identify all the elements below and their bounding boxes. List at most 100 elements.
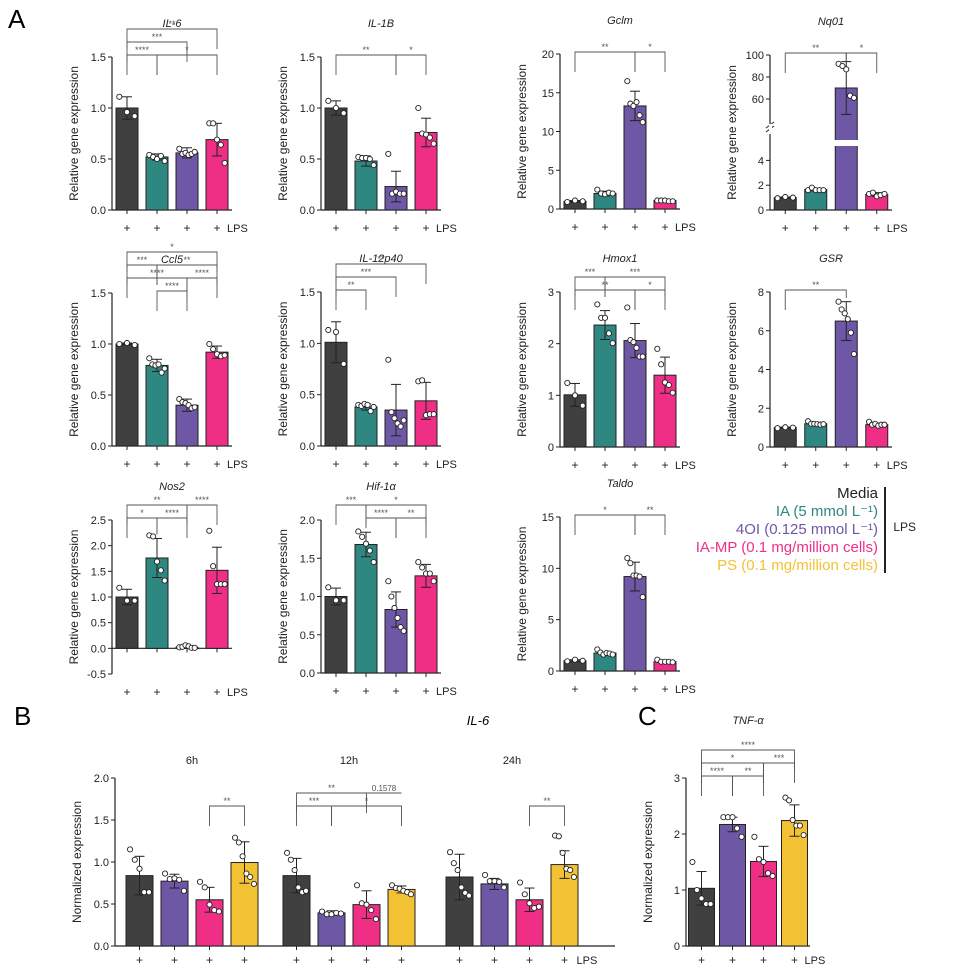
- nq01-data-point: [869, 189, 876, 196]
- gclm-data-point: [633, 99, 640, 106]
- panel-label-c: C: [638, 701, 657, 731]
- hif1a-significance-bracket: [335, 504, 367, 525]
- hmox1-data-point: [669, 389, 676, 396]
- il6-significance-bracket: [126, 54, 158, 75]
- hif1a-y-tick-label: 1.5: [300, 553, 315, 565]
- il6_time-24h-data-point: [481, 871, 489, 878]
- tnfa-title: TNF-α: [732, 715, 764, 727]
- hmox1-x-tick-label: +: [661, 458, 668, 472]
- ccl5-data-point: [131, 341, 138, 349]
- nos2-significance-bracket: [186, 504, 218, 525]
- gclm-x-tick-label: +: [601, 220, 608, 234]
- gclm-data-point: [639, 119, 646, 126]
- ccl5-bar-3: [205, 351, 229, 447]
- il6_time-y-tick-label: 1.5: [94, 815, 109, 827]
- nq01-data-point: [850, 94, 858, 101]
- hif1a-data-point: [388, 593, 395, 600]
- gclm-x-tick-label: +: [631, 220, 638, 234]
- il6_time-24h-data-point: [454, 867, 461, 874]
- gsr-x-tick-label: +: [812, 458, 819, 472]
- ccl5-bar-1: [145, 364, 169, 447]
- taldo-data-point: [609, 651, 616, 658]
- il12p40-x-tick-label: +: [392, 457, 399, 471]
- il1b-title: IL-1B: [368, 18, 394, 30]
- gsr-y-tick-label: 2: [758, 403, 764, 415]
- nq01-data-point: [782, 193, 789, 201]
- tnfa-y-tick-label: 1: [674, 885, 680, 897]
- hif1a-data-point: [426, 570, 433, 577]
- taldo-significance-label: **: [646, 505, 654, 515]
- il6_time-6h-data-point: [250, 880, 257, 887]
- il12p40-data-point: [364, 401, 371, 408]
- gsr-x-suffix-label: LPS: [887, 460, 908, 472]
- ccl5-data-point: [191, 404, 198, 411]
- il6-y-axis-label: Relative gene expression: [67, 66, 81, 201]
- taldo-data-point: [669, 659, 676, 666]
- gclm-y-tick-label: 5: [548, 165, 554, 177]
- il6_time-group-label: 6h: [186, 755, 198, 767]
- il6_time-12h-bar-0: [282, 875, 311, 947]
- gclm-y-axis-label: Relative gene expression: [515, 64, 529, 199]
- ccl5-y-tick-label: 0.5: [91, 390, 106, 402]
- gclm-title: Gclm: [607, 15, 633, 27]
- taldo-data-point: [636, 573, 643, 580]
- ccl5-data-point: [123, 339, 131, 347]
- il6_time-x-tick-label: +: [363, 953, 370, 967]
- hmox1-x-tick-label: +: [571, 458, 578, 472]
- taldo-y-tick-label: 15: [542, 512, 554, 524]
- hif1a-data-point: [394, 614, 401, 621]
- gclm-significance-bracket: [574, 51, 636, 72]
- gclm-y-tick-label: 20: [542, 49, 554, 61]
- il6_time-24h-data-point: [555, 833, 562, 840]
- nos2-significance-label: ****: [195, 495, 210, 505]
- il1b-significance-label: **: [362, 45, 370, 55]
- il6-x-tick-label: +: [153, 221, 160, 235]
- il12p40-significance-label: **: [377, 254, 385, 264]
- ccl5-title: Ccl5: [161, 254, 184, 266]
- il6-significance-label: *: [185, 45, 189, 55]
- il6-bar-0: [115, 107, 139, 211]
- tnfa-significance-label: ****: [710, 766, 725, 776]
- nq01-y-tick-label: 0: [758, 205, 764, 217]
- hmox1-title: Hmox1: [603, 253, 638, 265]
- il12p40-significance-label: ***: [361, 267, 372, 277]
- il1b-x-suffix-label: LPS: [436, 223, 457, 235]
- il1b-y-axis-label: Relative gene expression: [276, 66, 290, 201]
- ccl5-significance-label: ****: [165, 281, 180, 291]
- nq01-y-tick-label: 4: [758, 155, 764, 167]
- il6_time-6h-data-point: [196, 878, 204, 885]
- chart-il6_time: 0.0 0.5 1.0 1.5 2.0 Normalized expression ** 6h…: [70, 755, 615, 967]
- il6_time-24h-data-point: [500, 884, 508, 891]
- nq01-y-tick-label: 80: [752, 72, 764, 84]
- nq01-data-point: [820, 187, 827, 194]
- il6_time-12h-bar-1: [317, 912, 346, 947]
- il6-bar-1: [145, 156, 169, 211]
- gsr-x-tick-label: +: [843, 458, 850, 472]
- il6_time-6h-data-point: [231, 834, 239, 841]
- il1b-x-tick-label: +: [422, 221, 429, 235]
- hif1a-title: Hif-1α: [366, 481, 396, 493]
- il12p40-data-point: [340, 360, 347, 367]
- gsr-data-point: [774, 425, 781, 432]
- nos2-significance-label: *: [140, 508, 144, 518]
- il12p40-significance-bracket: [335, 263, 427, 284]
- nq01-x-tick-label: +: [843, 221, 850, 235]
- chart-hif1a: 0.0 0.5 1.0 1.5 2.0 Relative gene expression H…: [276, 481, 457, 698]
- legend-item-ia: IA (5 mmol L⁻¹): [775, 503, 878, 520]
- gclm-data-point: [579, 198, 586, 205]
- gsr-data-point: [838, 306, 845, 313]
- il6-data-point: [157, 152, 164, 159]
- hif1a-significance-bracket: [395, 517, 427, 538]
- hmox1-data-point: [594, 301, 601, 308]
- il6-data-point: [213, 136, 221, 143]
- nos2-y-tick-label: -0.5: [87, 669, 106, 681]
- il6_time-y-tick-label: 1.0: [94, 857, 109, 869]
- hmox1-significance-label: ***: [630, 267, 641, 277]
- il1b-data-point: [426, 134, 433, 141]
- taldo-y-tick-label: 0: [548, 666, 554, 678]
- il12p40-y-tick-label: 0.0: [300, 441, 315, 453]
- il6_time-6h-data-point: [215, 908, 222, 915]
- hif1a-y-tick-label: 0.0: [300, 668, 315, 680]
